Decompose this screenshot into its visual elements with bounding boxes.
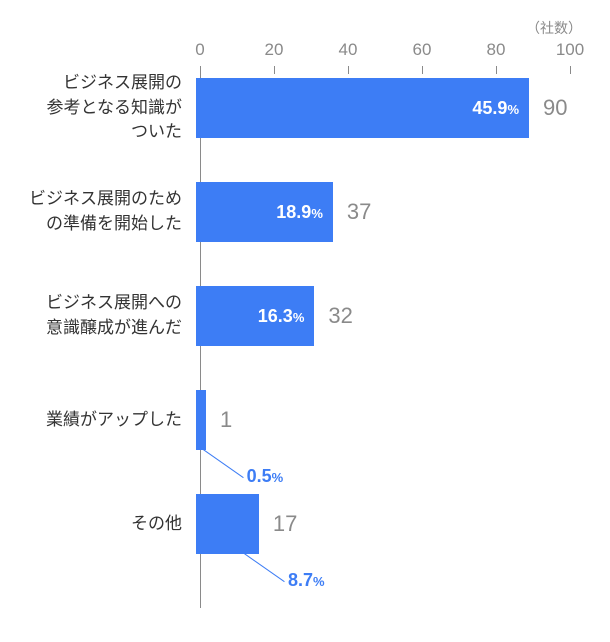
bar: 16.3% [196, 286, 314, 346]
row-label: ビジネス展開への意識醸成が進んだ [0, 291, 196, 340]
x-tick-mark [496, 66, 497, 74]
x-tick-mark [348, 66, 349, 74]
x-tick-mark [200, 66, 201, 74]
unit-label: （社数） [526, 18, 582, 38]
bar-area: 45.9% 90 [196, 78, 610, 138]
count-label: 17 [273, 511, 297, 537]
count-label: 32 [328, 303, 352, 329]
x-tick: 40 [339, 40, 358, 60]
row-label: その他 [0, 512, 196, 537]
pct-label: 16.3% [258, 306, 305, 327]
x-tick-mark [570, 66, 571, 74]
bar: 45.9% [196, 78, 529, 138]
bar-area: 17 [196, 494, 610, 554]
x-tick-mark [422, 66, 423, 74]
bar-chart: （社数） 020406080100 ビジネス展開の参考となる知識がついた45.9… [0, 0, 610, 642]
bar-area: 18.9% 37 [196, 182, 610, 242]
leader-line [203, 449, 244, 478]
bar-row: 業績がアップした 1 [0, 390, 610, 450]
pct-label: 0.5% [247, 466, 284, 487]
x-tick: 60 [413, 40, 432, 60]
x-tick: 80 [487, 40, 506, 60]
x-ticks: 020406080100 [200, 40, 570, 68]
leader-line [244, 553, 285, 582]
pct-label: 18.9% [276, 202, 323, 223]
x-tick: 100 [556, 40, 584, 60]
bar [196, 390, 206, 450]
count-label: 37 [347, 199, 371, 225]
x-tick: 0 [195, 40, 204, 60]
bar-area: 16.3% 32 [196, 286, 610, 346]
pct-label: 8.7% [288, 570, 325, 591]
bar-row: ビジネス展開の参考となる知識がついた45.9%90 [0, 78, 610, 138]
bar-area: 1 [196, 390, 610, 450]
bar [196, 494, 259, 554]
x-tick: 20 [265, 40, 284, 60]
count-label: 90 [543, 95, 567, 121]
bar-row: その他 17 [0, 494, 610, 554]
row-label: 業績がアップした [0, 408, 196, 433]
x-tick-mark [274, 66, 275, 74]
row-label: ビジネス展開のための準備を開始した [0, 187, 196, 236]
count-label: 1 [220, 407, 232, 433]
bar-row: ビジネス展開への意識醸成が進んだ 16.3% 32 [0, 286, 610, 346]
pct-label: 45.9% [472, 98, 519, 119]
bar: 18.9% [196, 182, 333, 242]
row-label: ビジネス展開の参考となる知識がついた [0, 71, 196, 145]
bar-row: ビジネス展開のための準備を開始した 18.9% 37 [0, 182, 610, 242]
